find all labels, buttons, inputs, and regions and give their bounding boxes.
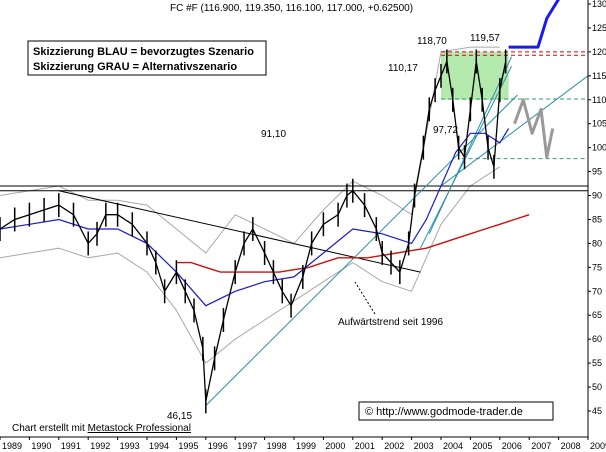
y-tick-label-110: 110: [592, 95, 606, 105]
x-tick-label-1995: 1995: [178, 441, 198, 451]
trendline-up-2: [428, 56, 513, 235]
y-tick-label-80: 80: [592, 238, 602, 248]
bollinger-band-group: [0, 46, 501, 364]
x-tick-label-2008: 2008: [561, 441, 581, 451]
x-tick-label-1998: 1998: [267, 441, 287, 451]
annotation-high2: 119,57: [470, 33, 500, 44]
legend-blue: Skizzierung BLAU = bevorzugtes Szenario: [33, 46, 254, 58]
x-tick-label-2003: 2003: [414, 441, 434, 451]
x-tick-label-1990: 1990: [31, 441, 51, 451]
y-tick-label-45: 45: [592, 406, 602, 416]
scenario-grey: [513, 98, 555, 159]
x-tick-label-1989: 1989: [2, 441, 22, 451]
price-series-group: [0, 49, 507, 414]
credit-link[interactable]: Metastock Professional: [88, 423, 191, 434]
x-tick-label-1993: 1993: [120, 441, 140, 451]
x-tick-label-2006: 2006: [502, 441, 522, 451]
trendline-up-3: [440, 75, 589, 187]
annotation-resistance: 110,17: [388, 63, 418, 74]
annotation-trend-label: Aufwärtstrend seit 1996: [338, 317, 443, 328]
x-tick-label-2009: 2009: [590, 441, 606, 451]
y-tick-label-130: 130: [592, 0, 606, 9]
trendline-up-1: [419, 66, 513, 249]
horizontal-lines-group: [0, 51, 588, 192]
x-tick-label-1991: 1991: [61, 441, 81, 451]
annotation-support-low: 97,72: [433, 125, 458, 136]
y-tick-label-50: 50: [592, 382, 602, 392]
legend-grey: Skizzierung GRAU = Alternativszenario: [33, 61, 237, 73]
trendline-up-0: [205, 94, 518, 406]
y-tick-label-75: 75: [592, 262, 602, 272]
y-tick-label-90: 90: [592, 191, 602, 201]
price-line: [0, 59, 507, 402]
y-tick-label-65: 65: [592, 310, 602, 320]
annotation-level: 91,10: [261, 129, 286, 140]
ma-red-line: [176, 214, 530, 273]
y-tick-label-100: 100: [592, 143, 606, 153]
url-box[interactable]: © http://www.godmode-trader.de: [358, 401, 554, 421]
url-text[interactable]: © http://www.godmode-trader.de: [365, 406, 523, 418]
y-tick-label-95: 95: [592, 167, 602, 177]
y-tick-label-120: 120: [592, 47, 606, 57]
trend-label-pointer: [354, 281, 376, 315]
y-tick-label-55: 55: [592, 358, 602, 368]
y-tick-label-70: 70: [592, 286, 602, 296]
scenario-group: [508, 0, 560, 159]
moving-averages-group: [0, 128, 530, 307]
chart-credit: Chart erstellt mit Metastock Professiona…: [12, 423, 191, 434]
x-tick-label-2007: 2007: [531, 441, 551, 451]
x-tick-label-2005: 2005: [472, 441, 492, 451]
x-tick-label-1992: 1992: [90, 441, 110, 451]
scenario-blue: [508, 0, 560, 49]
legend-box: Skizzierung BLAU = bevorzugtes Szenario …: [27, 40, 267, 76]
chart-title: FC #F (116.900, 119.350, 116.100, 117.00…: [170, 3, 413, 14]
y-tick-label-85: 85: [592, 214, 602, 224]
annotation-low: 46,15: [167, 411, 192, 422]
y-tick-label-115: 115: [592, 71, 606, 81]
x-tick-label-1996: 1996: [208, 441, 228, 451]
x-tick-label-1994: 1994: [149, 441, 169, 451]
x-tick-label-2004: 2004: [443, 441, 463, 451]
y-tick-label-125: 125: [592, 23, 606, 33]
annotation-high1: 118,70: [417, 36, 447, 47]
y-tick-label-60: 60: [592, 334, 602, 344]
x-tick-label-1999: 1999: [296, 441, 316, 451]
x-tick-label-1997: 1997: [237, 441, 257, 451]
y-tick-label-105: 105: [592, 119, 606, 129]
band-lower-line: [0, 166, 501, 364]
x-tick-label-2000: 2000: [325, 441, 345, 451]
credit-prefix: Chart erstellt mit: [12, 423, 88, 434]
trendline-down: [58, 190, 421, 273]
x-tick-label-2001: 2001: [355, 441, 375, 451]
ma-blue-line: [0, 128, 510, 307]
x-tick-label-2002: 2002: [384, 441, 404, 451]
